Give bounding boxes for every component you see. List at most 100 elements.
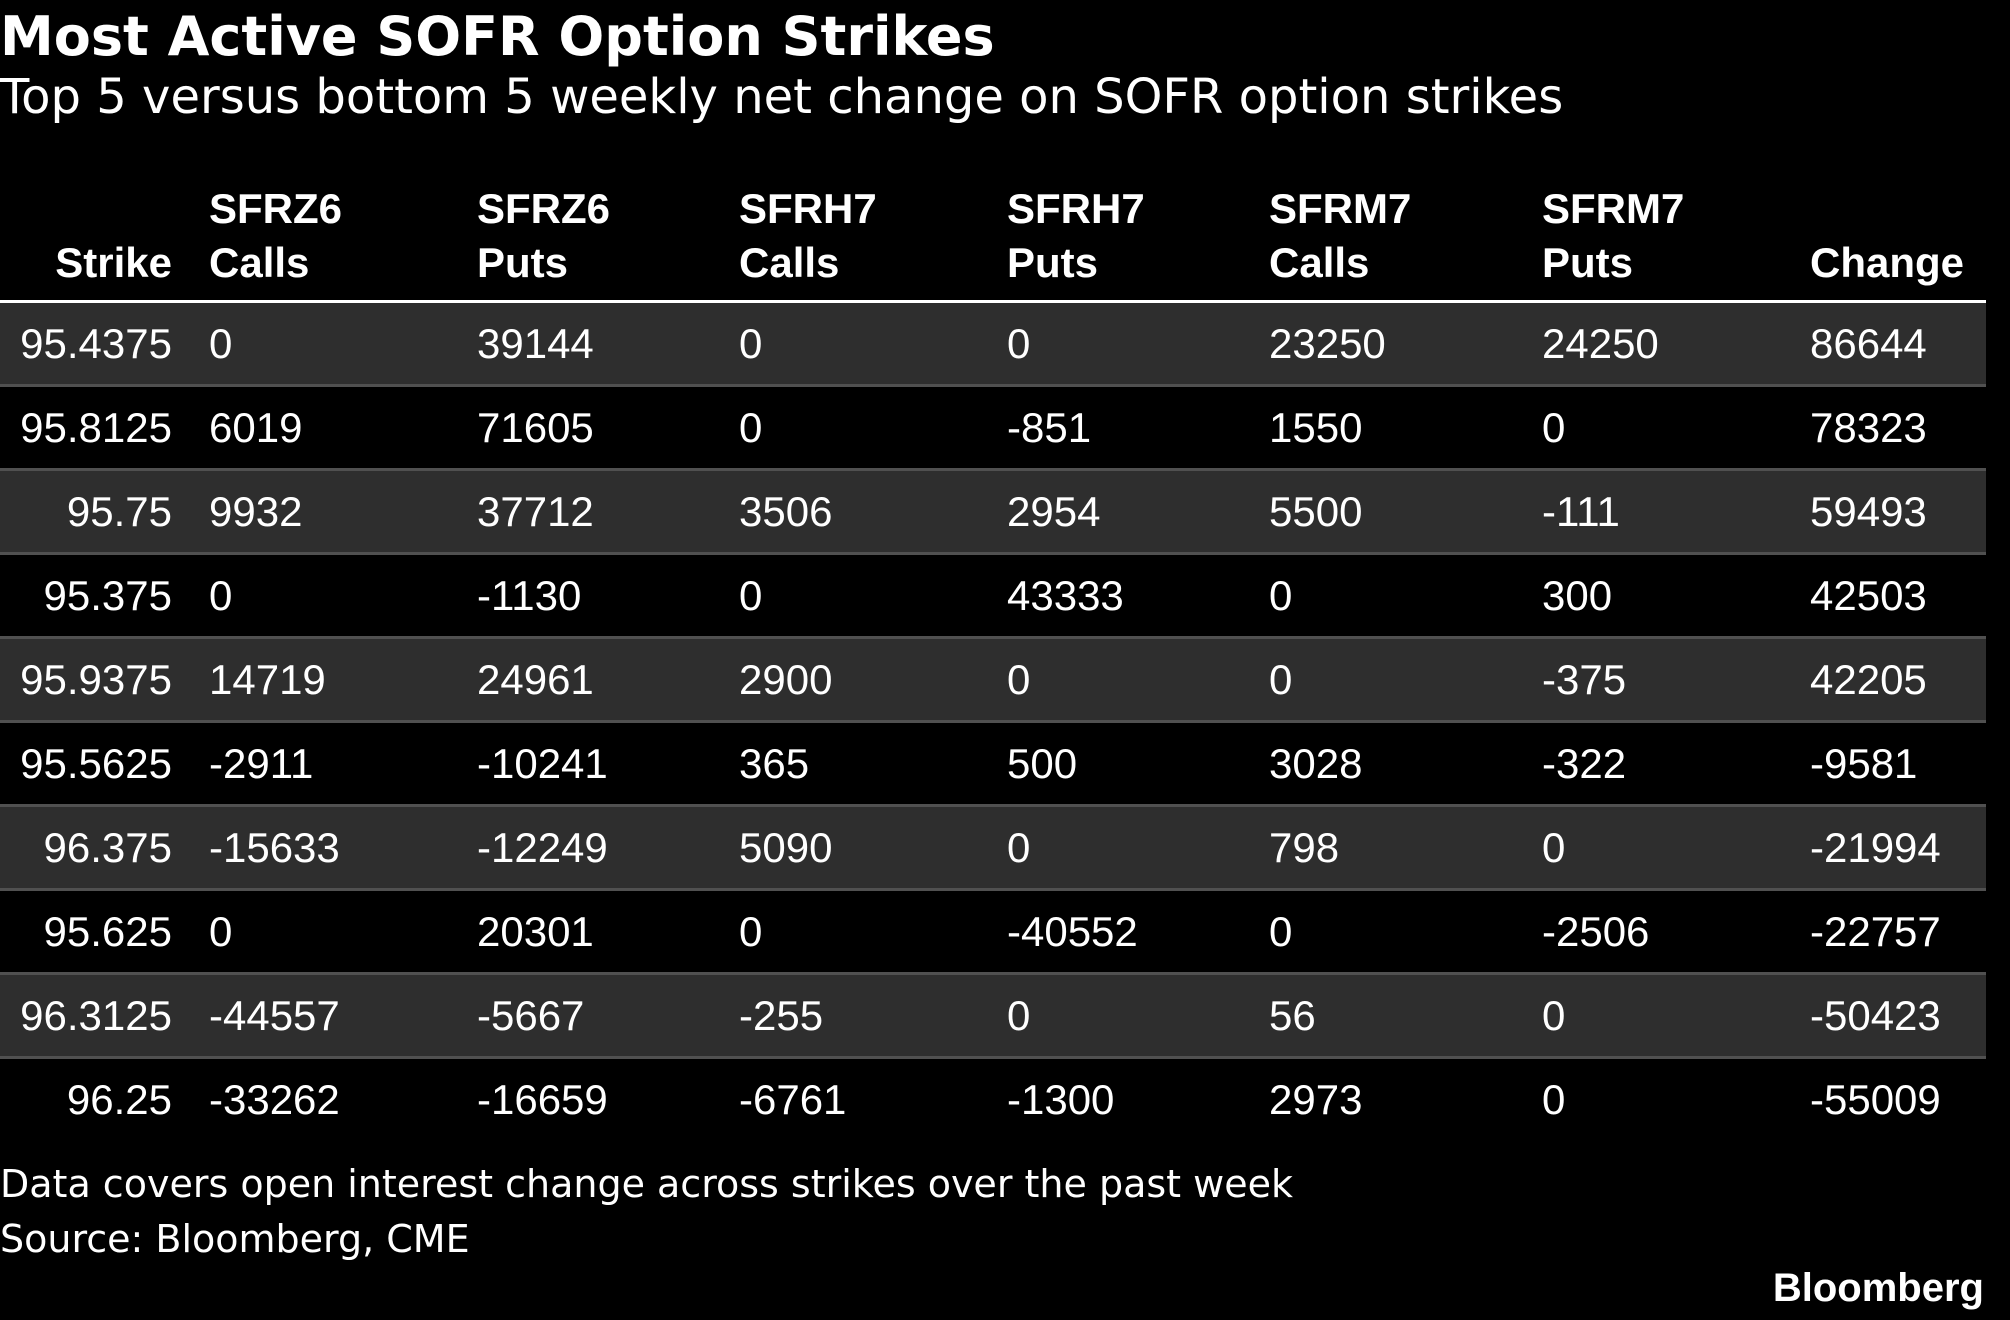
value-cell: 2954 <box>978 469 1240 555</box>
value-cell: 6019 <box>180 385 448 471</box>
table-row: 95.9375 14719 24961 2900 0 0 -375 42205 <box>0 637 1986 723</box>
header-line1: SFRM7 <box>1269 185 1412 232</box>
header-strike: Strike <box>0 172 180 303</box>
value-cell: -6761 <box>710 1057 978 1140</box>
header-line2: Calls <box>739 239 840 286</box>
value-cell: 0 <box>978 973 1240 1059</box>
value-cell: -1300 <box>978 1057 1240 1140</box>
value-cell: 0 <box>710 553 978 639</box>
value-cell: -375 <box>1513 637 1781 723</box>
strike-cell: 96.25 <box>0 1057 180 1140</box>
value-cell: 0 <box>180 301 448 387</box>
value-cell: 0 <box>710 301 978 387</box>
strike-cell: 95.4375 <box>0 301 180 387</box>
table-row: 95.4375 0 39144 0 0 23250 24250 86644 <box>0 301 1986 387</box>
value-cell: 0 <box>978 805 1240 891</box>
value-cell: 2900 <box>710 637 978 723</box>
value-cell: 23250 <box>1240 301 1513 387</box>
value-cell: -2506 <box>1513 889 1781 975</box>
value-cell: 0 <box>1513 973 1781 1059</box>
value-cell: 0 <box>1513 805 1781 891</box>
header-change: Change <box>1781 172 1986 303</box>
table-row: 95.8125 6019 71605 0 -851 1550 0 78323 <box>0 385 1986 471</box>
strike-cell: 95.5625 <box>0 721 180 807</box>
header-col-2: SFRZ6 Puts <box>448 172 710 303</box>
value-cell: 300 <box>1513 553 1781 639</box>
header-col-5: SFRM7 Calls <box>1240 172 1513 303</box>
value-cell: 0 <box>180 553 448 639</box>
source-line: Source: Bloomberg, CME <box>0 1217 470 1261</box>
value-cell: 3028 <box>1240 721 1513 807</box>
value-cell: 14719 <box>180 637 448 723</box>
change-cell: -9581 <box>1781 721 1986 807</box>
header-line2: Change <box>1810 239 1965 286</box>
header-line1: SFRZ6 <box>209 185 343 232</box>
value-cell: 0 <box>978 637 1240 723</box>
value-cell: -5667 <box>448 973 710 1059</box>
header-col-4: SFRH7 Puts <box>978 172 1240 303</box>
value-cell: 1550 <box>1240 385 1513 471</box>
value-cell: 56 <box>1240 973 1513 1059</box>
value-cell: 20301 <box>448 889 710 975</box>
strike-cell: 96.375 <box>0 805 180 891</box>
footnote: Data covers open interest change across … <box>0 1162 1293 1206</box>
table-row: 96.25 -33262 -16659 -6761 -1300 2973 0 -55009 <box>0 1057 1986 1140</box>
strike-cell: 95.8125 <box>0 385 180 471</box>
value-cell: 0 <box>180 889 448 975</box>
value-cell: -33262 <box>180 1057 448 1140</box>
header-col-3: SFRH7 Calls <box>710 172 978 303</box>
table-row: 96.375 -15633 -12249 5090 0 798 0 -21994 <box>0 805 1986 891</box>
value-cell: -10241 <box>448 721 710 807</box>
value-cell: 43333 <box>978 553 1240 639</box>
table-body: 95.4375 0 39144 0 0 23250 24250 86644 95.8125 601… <box>0 301 1986 1140</box>
change-cell: 42503 <box>1781 553 1986 639</box>
value-cell: 24961 <box>448 637 710 723</box>
table-row: 95.5625 -2911 -10241 365 500 3028 -322 -9581 <box>0 721 1986 807</box>
value-cell: -2911 <box>180 721 448 807</box>
value-cell: 0 <box>1240 553 1513 639</box>
value-cell: 0 <box>710 889 978 975</box>
value-cell: 0 <box>1240 637 1513 723</box>
value-cell: 9932 <box>180 469 448 555</box>
header-line2: Calls <box>209 239 310 286</box>
value-cell: 0 <box>1240 889 1513 975</box>
table-row: 96.3125 -44557 -5667 -255 0 56 0 -50423 <box>0 973 1986 1059</box>
header-line2: Puts <box>1007 239 1099 286</box>
bloomberg-logo: Bloomberg <box>1772 1266 1984 1310</box>
change-cell: -55009 <box>1781 1057 1986 1140</box>
header-line1: SFRM7 <box>1542 185 1685 232</box>
change-cell: 86644 <box>1781 301 1986 387</box>
value-cell: 37712 <box>448 469 710 555</box>
change-cell: 78323 <box>1781 385 1986 471</box>
value-cell: 0 <box>1513 385 1781 471</box>
table-row: 95.375 0 -1130 0 43333 0 300 42503 <box>0 553 1986 639</box>
value-cell: 24250 <box>1513 301 1781 387</box>
chart-title: Most Active SOFR Option Strikes <box>0 5 995 68</box>
value-cell: -851 <box>978 385 1240 471</box>
value-cell: -111 <box>1513 469 1781 555</box>
table-header: Strike SFRZ6 Calls SFRZ6 Puts SFRH7 Calls SFRH7… <box>0 172 1986 303</box>
value-cell: 798 <box>1240 805 1513 891</box>
value-cell: -1130 <box>448 553 710 639</box>
value-cell: 71605 <box>448 385 710 471</box>
value-cell: 5090 <box>710 805 978 891</box>
strike-cell: 95.9375 <box>0 637 180 723</box>
header-col-1: SFRZ6 Calls <box>180 172 448 303</box>
value-cell: 39144 <box>448 301 710 387</box>
value-cell: -44557 <box>180 973 448 1059</box>
strike-cell: 95.75 <box>0 469 180 555</box>
chart-subtitle: Top 5 versus bottom 5 weekly net change … <box>0 69 1564 125</box>
header-line2: Puts <box>1542 239 1634 286</box>
value-cell: 5500 <box>1240 469 1513 555</box>
header-line2: Strike <box>55 239 172 286</box>
header-line2: Puts <box>477 239 569 286</box>
value-cell: -15633 <box>180 805 448 891</box>
value-cell: 365 <box>710 721 978 807</box>
header-row: Strike SFRZ6 Calls SFRZ6 Puts SFRH7 Calls SFRH7… <box>0 172 1986 303</box>
table-row: 95.75 9932 37712 3506 2954 5500 -111 59493 <box>0 469 1986 555</box>
value-cell: 0 <box>1513 1057 1781 1140</box>
header-line2: Calls <box>1269 239 1370 286</box>
value-cell: -40552 <box>978 889 1240 975</box>
change-cell: -50423 <box>1781 973 1986 1059</box>
table-row: 95.625 0 20301 0 -40552 0 -2506 -22757 <box>0 889 1986 975</box>
